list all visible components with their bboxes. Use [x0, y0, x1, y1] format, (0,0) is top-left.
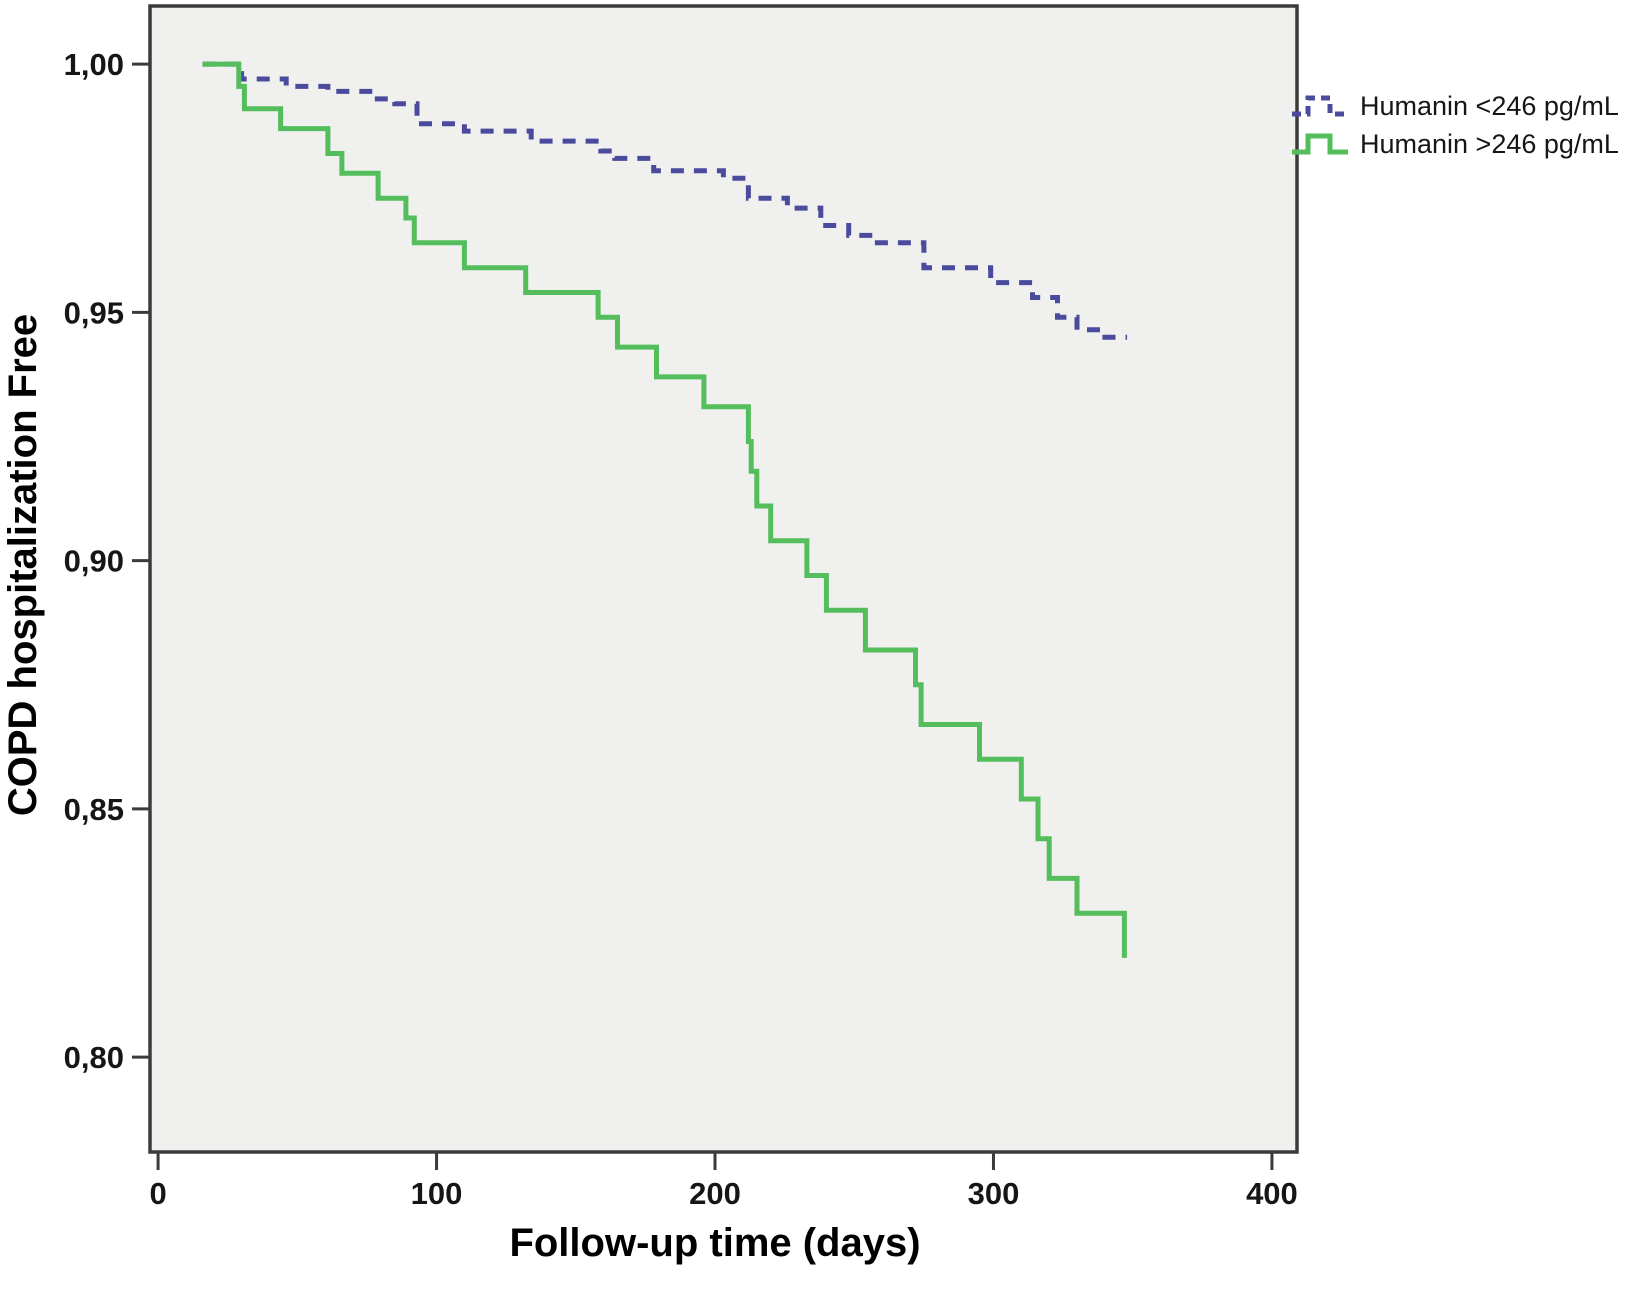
- legend-label: Humanin <246 pg/mL: [1360, 91, 1619, 121]
- x-tick-label: 100: [411, 1176, 463, 1211]
- x-axis-title: Follow-up time (days): [509, 1221, 920, 1265]
- y-tick-label: 0,90: [64, 544, 124, 579]
- y-tick-label: 1,00: [64, 47, 124, 82]
- legend-entry-2: Humanin >246 pg/mL: [1292, 129, 1619, 159]
- y-tick-label: 0,95: [64, 295, 124, 330]
- y-tick-label: 0,80: [64, 1040, 124, 1075]
- series-curve-1: [202, 61, 1128, 340]
- x-tick-label: 300: [968, 1176, 1020, 1211]
- legend-line-sample: [1292, 133, 1348, 155]
- x-tick-label: 0: [149, 1176, 166, 1211]
- series-curve-2: [202, 61, 1127, 958]
- legend-label: Humanin >246 pg/mL: [1360, 129, 1619, 159]
- x-tick-label: 200: [689, 1176, 741, 1211]
- plot-area: [148, 4, 1299, 1154]
- y-axis-title: COPD hospitalization Free: [1, 314, 45, 816]
- x-tick-label: 400: [1246, 1176, 1298, 1211]
- legend-entry-1: Humanin <246 pg/mL: [1292, 91, 1619, 121]
- legend-line-sample: [1292, 95, 1348, 117]
- y-tick-label: 0,85: [64, 792, 124, 827]
